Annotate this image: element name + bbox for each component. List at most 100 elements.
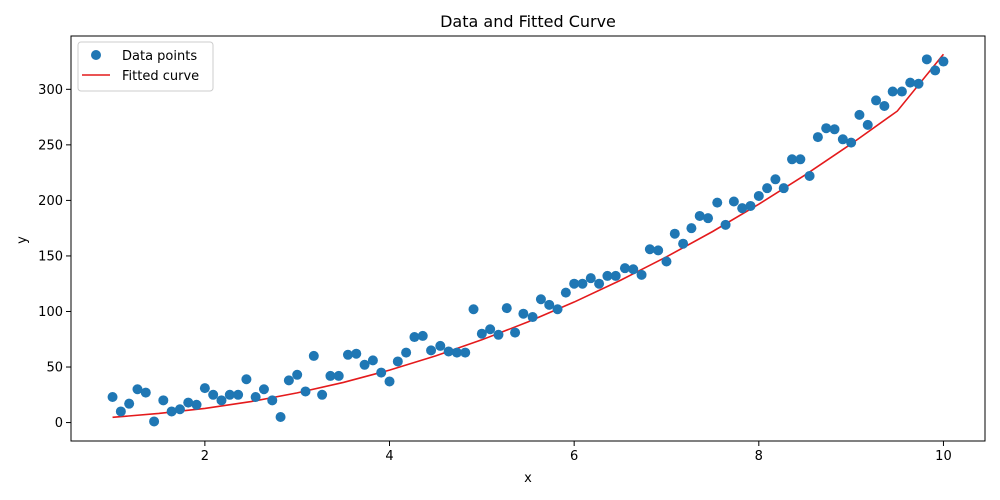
data-point — [535, 294, 546, 305]
data-point — [501, 303, 512, 314]
data-point — [367, 355, 378, 366]
y-tick-label: 250 — [38, 138, 63, 153]
x-tick-label: 4 — [385, 449, 393, 464]
data-point — [846, 137, 857, 148]
data-point — [241, 374, 252, 385]
plot-frame — [70, 35, 986, 442]
data-point — [636, 269, 647, 280]
data-point — [669, 228, 680, 239]
legend-label-data-points: Data points — [122, 49, 197, 64]
legend: Data points Fitted curve — [77, 41, 214, 92]
data-point — [451, 347, 462, 358]
data-point — [560, 287, 571, 298]
data-point — [140, 387, 151, 398]
data-point — [493, 329, 504, 340]
data-point — [787, 154, 798, 165]
data-point — [703, 213, 714, 224]
data-point — [199, 383, 210, 394]
data-point — [124, 398, 135, 409]
y-axis: 0 50 100 150 200 250 300 — [38, 83, 71, 431]
data-point — [166, 406, 177, 417]
data-point — [115, 406, 126, 417]
data-point — [132, 384, 143, 395]
data-point — [644, 244, 655, 255]
data-point — [812, 132, 823, 143]
data-point — [829, 124, 840, 135]
data-point — [468, 304, 479, 315]
data-point — [737, 203, 748, 214]
data-point — [409, 332, 420, 343]
data-point — [300, 386, 311, 397]
data-point — [401, 347, 412, 358]
data-point — [795, 154, 806, 165]
x-tick-label: 6 — [570, 449, 578, 464]
data-point — [174, 404, 185, 415]
data-point — [871, 95, 882, 106]
data-point — [694, 210, 705, 221]
data-point — [485, 324, 496, 335]
data-point — [443, 346, 454, 357]
data-point — [585, 273, 596, 284]
data-point — [292, 369, 303, 380]
chart-title: Data and Fitted Curve — [440, 12, 616, 31]
data-point — [728, 196, 739, 207]
data-point — [905, 77, 916, 88]
y-tick-label: 50 — [46, 361, 63, 376]
x-axis: 2 4 6 8 10 — [201, 441, 952, 464]
data-point — [720, 219, 731, 230]
data-point — [208, 389, 219, 400]
data-point — [921, 54, 932, 65]
data-point — [661, 256, 672, 267]
data-point — [896, 86, 907, 97]
x-tick-label: 2 — [201, 449, 209, 464]
legend-marker-data-points — [91, 50, 101, 60]
data-point — [879, 100, 890, 111]
y-tick-label: 150 — [38, 249, 63, 264]
data-point — [552, 304, 563, 315]
data-point — [887, 86, 898, 97]
data-point — [821, 123, 832, 134]
y-tick-label: 0 — [55, 416, 63, 431]
data-point — [351, 348, 362, 359]
data-point — [392, 356, 403, 367]
data-point — [283, 375, 294, 386]
data-point — [510, 327, 521, 338]
data-points-layer — [107, 54, 949, 427]
data-point — [930, 65, 941, 76]
data-point — [158, 395, 169, 406]
data-point — [686, 223, 697, 234]
data-point — [770, 174, 781, 185]
data-point — [384, 376, 395, 387]
data-point — [308, 350, 319, 361]
data-point — [233, 389, 244, 400]
data-point — [628, 264, 639, 275]
data-point — [854, 109, 865, 120]
y-tick-label: 300 — [38, 83, 63, 98]
data-point — [107, 392, 118, 403]
x-tick-label: 10 — [935, 449, 952, 464]
data-point — [804, 170, 815, 181]
data-point — [837, 134, 848, 145]
data-point — [376, 367, 387, 378]
data-point — [712, 197, 723, 208]
data-point — [359, 359, 370, 370]
data-point — [267, 395, 278, 406]
data-point — [544, 299, 555, 310]
data-point — [250, 392, 261, 403]
data-point — [594, 278, 605, 289]
data-point — [778, 183, 789, 194]
data-point — [610, 270, 621, 281]
data-point — [938, 56, 949, 67]
data-point — [460, 347, 471, 358]
plot-area — [70, 35, 986, 442]
data-point — [275, 412, 286, 423]
y-tick-label: 100 — [38, 305, 63, 320]
data-point — [216, 395, 227, 406]
data-point — [149, 416, 160, 427]
data-point — [435, 340, 446, 351]
data-point — [745, 200, 756, 211]
data-point — [527, 312, 538, 323]
data-point — [762, 183, 773, 194]
data-point — [862, 119, 873, 130]
